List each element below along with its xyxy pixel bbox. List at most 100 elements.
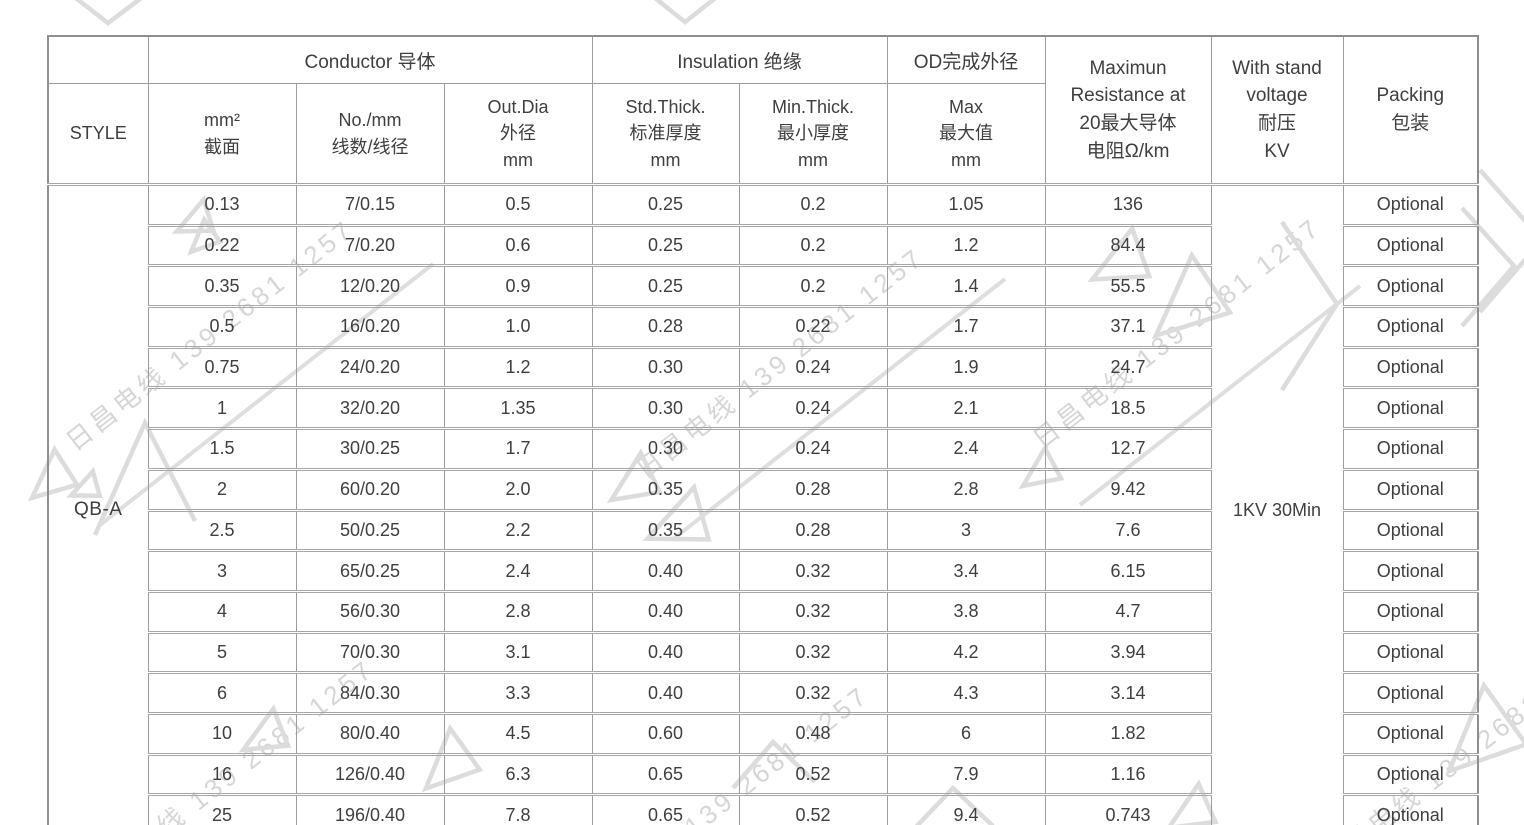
cell-mm2: 0.22: [147, 223, 297, 268]
cell-min-thick: 0.32: [738, 630, 888, 675]
cell-resistance: 84.4: [1044, 223, 1212, 268]
header-out-dia: Out.Dia 外径 mm: [443, 83, 593, 185]
cell-resistance: 7.6: [1044, 508, 1212, 553]
table-row: 0.35 12/0.20 0.9 0.25 0.2 1.4 55.5 Optional: [48, 264, 1479, 309]
cell-std-thick: 0.25: [591, 264, 740, 309]
cell-packing: Optional: [1342, 223, 1479, 268]
cell-min-thick: 0.28: [738, 467, 888, 512]
header-voltage: With stand voltage 耐压 KV: [1210, 35, 1344, 185]
cell-voltage: 1KV 30Min: [1210, 183, 1344, 825]
cell-out-dia: 2.4: [443, 549, 593, 593]
cell-no-mm: 30/0.25: [295, 427, 445, 471]
cell-no-mm: 7/0.20: [295, 223, 445, 268]
cell-no-mm: 12/0.20: [295, 264, 445, 309]
cell-resistance: 6.15: [1044, 549, 1212, 593]
cell-resistance: 37.1: [1044, 305, 1212, 349]
table-row: 0.22 7/0.20 0.6 0.25 0.2 1.2 84.4 Optional: [48, 223, 1479, 268]
cell-no-mm: 126/0.40: [295, 752, 445, 797]
cell-std-thick: 0.40: [591, 630, 740, 675]
cell-out-dia: 1.35: [443, 386, 593, 431]
cell-no-mm: 32/0.20: [295, 386, 445, 431]
cell-std-thick: 0.30: [591, 427, 740, 471]
cell-out-dia: 2.2: [443, 508, 593, 553]
cell-mm2: 2.5: [147, 508, 297, 553]
cell-resistance: 1.82: [1044, 711, 1212, 756]
cell-mm2: 0.13: [147, 183, 297, 227]
header-group-row: Conductor 导体 Insulation 绝缘 OD完成外径 Maximu…: [47, 35, 1479, 185]
cell-resistance: 3.14: [1044, 671, 1212, 715]
header-od-max: Max 最大值 mm: [886, 83, 1046, 185]
watermark-chevron-icon: [1478, 168, 1524, 314]
cell-no-mm: 80/0.40: [295, 711, 445, 756]
cell-out-dia: 3.3: [443, 671, 593, 715]
cell-mm2: 1.5: [147, 427, 297, 471]
cell-od-max: 9.4: [886, 793, 1046, 825]
header-conductor-group: Conductor 导体: [147, 35, 593, 84]
cell-min-thick: 0.32: [738, 671, 888, 715]
table-row: 1.5 30/0.25 1.7 0.30 0.24 2.4 12.7 Optional: [48, 427, 1479, 471]
cell-out-dia: 4.5: [443, 711, 593, 756]
cell-resistance: 24.7: [1044, 345, 1212, 390]
cell-no-mm: 50/0.25: [295, 508, 445, 553]
cell-od-max: 3: [886, 508, 1046, 553]
cell-mm2: 2: [147, 467, 297, 512]
cell-min-thick: 0.48: [738, 711, 888, 756]
cell-no-mm: 60/0.20: [295, 467, 445, 512]
cell-od-max: 3.8: [886, 589, 1046, 634]
cell-out-dia: 2.0: [443, 467, 593, 512]
cell-od-max: 6: [886, 711, 1046, 756]
header-no-mm: No./mm 线数/线径: [295, 83, 445, 185]
cell-od-max: 1.05: [886, 183, 1046, 227]
cell-no-mm: 84/0.30: [295, 671, 445, 715]
table-row: 1 32/0.20 1.35 0.30 0.24 2.1 18.5 Optional: [48, 386, 1479, 431]
cell-std-thick: 0.35: [591, 508, 740, 553]
table-row: 4 56/0.30 2.8 0.40 0.32 3.8 4.7 Optional: [48, 589, 1479, 634]
cell-min-thick: 0.24: [738, 345, 888, 390]
cell-packing: Optional: [1342, 386, 1479, 431]
cell-mm2: 0.75: [147, 345, 297, 390]
watermark-chevron-icon: [1460, 206, 1517, 328]
cell-packing: Optional: [1342, 630, 1479, 675]
header-std-thick: Std.Thick. 标准厚度 mm: [591, 83, 740, 185]
cell-std-thick: 0.25: [591, 183, 740, 227]
cell-od-max: 2.4: [886, 427, 1046, 471]
cell-min-thick: 0.24: [738, 386, 888, 431]
cell-od-max: 7.9: [886, 752, 1046, 797]
cell-packing: Optional: [1342, 345, 1479, 390]
cell-min-thick: 0.28: [738, 508, 888, 553]
cell-std-thick: 0.40: [591, 671, 740, 715]
cell-resistance: 136: [1044, 183, 1212, 227]
cell-no-mm: 7/0.15: [295, 183, 445, 227]
cell-out-dia: 7.8: [443, 793, 593, 825]
cell-mm2: 25: [147, 793, 297, 825]
header-od-group: OD完成外径: [886, 35, 1046, 84]
cell-min-thick: 0.22: [738, 305, 888, 349]
header-insulation-group: Insulation 绝缘: [591, 35, 888, 84]
header-empty-cell: [47, 35, 149, 84]
cell-resistance: 9.42: [1044, 467, 1212, 512]
cell-out-dia: 1.0: [443, 305, 593, 349]
cell-std-thick: 0.25: [591, 223, 740, 268]
cell-resistance: 4.7: [1044, 589, 1212, 634]
cell-packing: Optional: [1342, 508, 1479, 553]
cell-mm2: 0.35: [147, 264, 297, 309]
cell-out-dia: 0.9: [443, 264, 593, 309]
cell-od-max: 3.4: [886, 549, 1046, 593]
cell-std-thick: 0.40: [591, 549, 740, 593]
cell-no-mm: 196/0.40: [295, 793, 445, 825]
cell-packing: Optional: [1342, 752, 1479, 797]
cell-no-mm: 56/0.30: [295, 589, 445, 634]
cell-packing: Optional: [1342, 671, 1479, 715]
cell-resistance: 0.743: [1044, 793, 1212, 825]
cell-resistance: 1.16: [1044, 752, 1212, 797]
cell-min-thick: 0.2: [738, 264, 888, 309]
cell-mm2: 1: [147, 386, 297, 431]
header-resistance: Maximun Resistance at 20最大导体 电阻Ω/km: [1044, 35, 1212, 185]
cell-mm2: 5: [147, 630, 297, 675]
cell-packing: Optional: [1342, 427, 1479, 471]
cell-std-thick: 0.30: [591, 386, 740, 431]
watermark-triangle-icon: [653, 0, 717, 25]
cell-packing: Optional: [1342, 549, 1479, 593]
cell-no-mm: 24/0.20: [295, 345, 445, 390]
cell-out-dia: 3.1: [443, 630, 593, 675]
